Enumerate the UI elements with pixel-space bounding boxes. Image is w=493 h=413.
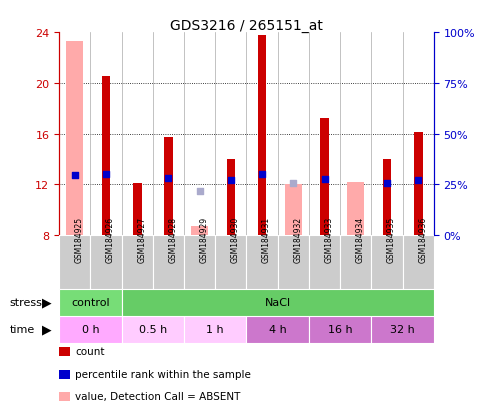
Text: GSM184929: GSM184929 [200, 217, 209, 263]
Point [320, 176, 328, 183]
Text: value, Detection Call = ABSENT: value, Detection Call = ABSENT [75, 392, 240, 401]
Text: GSM184928: GSM184928 [169, 217, 177, 263]
Point [165, 175, 173, 182]
Bar [133, 183, 141, 235]
Bar [309, 235, 340, 289]
Bar [122, 289, 434, 316]
Bar [184, 316, 246, 343]
Text: 0.5 h: 0.5 h [139, 324, 167, 335]
Point [289, 180, 297, 187]
Text: 16 h: 16 h [328, 324, 352, 335]
Text: percentile rank within the sample: percentile rank within the sample [75, 369, 251, 379]
Point [102, 171, 110, 178]
Bar [153, 235, 184, 289]
Text: stress: stress [10, 297, 43, 308]
Bar [309, 316, 371, 343]
Point [196, 188, 204, 195]
Text: GSM184936: GSM184936 [418, 217, 427, 263]
Bar [414, 133, 423, 235]
Bar [347, 182, 364, 235]
Text: GSM184926: GSM184926 [106, 217, 115, 263]
Bar [226, 159, 235, 235]
Text: NaCl: NaCl [265, 297, 291, 308]
Text: control: control [71, 297, 110, 308]
Text: ▶: ▶ [42, 323, 52, 336]
Text: GSM184930: GSM184930 [231, 217, 240, 263]
Point [383, 180, 391, 187]
Text: 1 h: 1 h [207, 324, 224, 335]
Bar [278, 235, 309, 289]
Bar [66, 42, 83, 235]
Text: GSM184934: GSM184934 [356, 217, 365, 263]
Text: GSM184925: GSM184925 [75, 217, 84, 263]
Point [227, 178, 235, 184]
Bar [403, 235, 434, 289]
Bar [191, 227, 208, 235]
Bar [164, 138, 173, 235]
Text: 32 h: 32 h [390, 324, 415, 335]
Bar [246, 316, 309, 343]
Text: time: time [10, 324, 35, 335]
Text: GSM184935: GSM184935 [387, 217, 396, 263]
Text: 0 h: 0 h [81, 324, 99, 335]
Text: GSM184931: GSM184931 [262, 217, 271, 263]
Point [71, 173, 79, 179]
Bar [215, 235, 246, 289]
Point [414, 178, 422, 184]
Text: GSM184933: GSM184933 [324, 217, 334, 263]
Bar [59, 316, 122, 343]
Bar [246, 235, 278, 289]
Bar [184, 235, 215, 289]
Bar [59, 235, 90, 289]
Bar [285, 185, 302, 235]
Text: GSM184927: GSM184927 [137, 217, 146, 263]
Text: count: count [75, 346, 105, 356]
Bar [371, 316, 434, 343]
Bar [320, 119, 329, 235]
Text: GDS3216 / 265151_at: GDS3216 / 265151_at [170, 19, 323, 33]
Bar [383, 159, 391, 235]
Bar [340, 235, 371, 289]
Bar [102, 77, 110, 235]
Bar [90, 235, 122, 289]
Text: ▶: ▶ [42, 296, 52, 309]
Bar [258, 36, 267, 235]
Bar [371, 235, 403, 289]
Text: 4 h: 4 h [269, 324, 286, 335]
Point [258, 171, 266, 178]
Bar [59, 289, 122, 316]
Bar [122, 316, 184, 343]
Bar [122, 235, 153, 289]
Text: GSM184932: GSM184932 [293, 217, 302, 263]
